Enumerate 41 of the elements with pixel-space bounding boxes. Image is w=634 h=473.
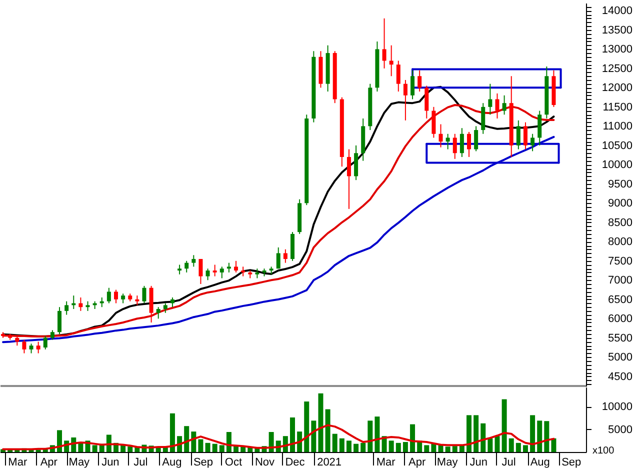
y-tick-label: 9500 xyxy=(608,178,632,190)
y-tick-label: 13000 xyxy=(602,44,632,56)
y-tick-label: 13500 xyxy=(602,24,632,36)
y-tick-label: 14000 xyxy=(602,5,632,18)
x-tick-label: Nov xyxy=(254,456,276,468)
x-tick-label: Jul xyxy=(502,456,516,468)
y-tick-label: 11500 xyxy=(602,101,632,114)
x-tick-label: Apr xyxy=(40,456,58,468)
x-tick-label: 2021 xyxy=(317,456,342,468)
y-tick-label: 8500 xyxy=(608,216,632,229)
y-tick-label: 12500 xyxy=(602,62,632,75)
y-tick-label: 7000 xyxy=(608,274,632,287)
y-tick-label: 6500 xyxy=(608,294,632,306)
x-tick-label: Mar xyxy=(376,456,396,468)
x-tick-label: May xyxy=(68,456,90,468)
x-tick-label: Sep xyxy=(193,456,214,468)
y-tick-label: 10000 xyxy=(602,401,632,414)
x-tick-label: May xyxy=(436,456,458,468)
y-tick-label: 10000 xyxy=(602,159,632,172)
y-tick-label: 5000 xyxy=(608,352,632,364)
x-tick-label: Mar xyxy=(8,456,28,468)
y-tick-label: 5500 xyxy=(608,332,632,344)
y-tick-label: 7500 xyxy=(608,255,632,268)
y-tick-label: 8000 xyxy=(608,236,632,248)
y-tick-label: 11000 xyxy=(602,120,632,133)
x-tick-label: Dec xyxy=(285,456,306,468)
y-tick-label: 5000 xyxy=(608,424,632,436)
x-tick-label: Sep xyxy=(562,456,582,468)
x-tick-label: Oct xyxy=(224,456,242,468)
x-tick-label: Jun xyxy=(470,456,488,468)
y-tick-label: 10500 xyxy=(602,140,632,152)
x-tick-label: Jun xyxy=(102,456,120,468)
y-axis-title: x100 xyxy=(592,446,615,456)
x-tick-label: Apr xyxy=(408,456,426,468)
y-tick-label: 9000 xyxy=(608,198,632,210)
y-tick-label: 4500 xyxy=(608,370,632,383)
x-tick-label: Jul xyxy=(134,456,148,468)
y-tick-label: 6000 xyxy=(608,313,632,326)
y-tick-label: 12000 xyxy=(602,82,632,94)
x-tick-label: Aug xyxy=(162,456,182,468)
x-tick-label: Aug xyxy=(530,456,550,468)
